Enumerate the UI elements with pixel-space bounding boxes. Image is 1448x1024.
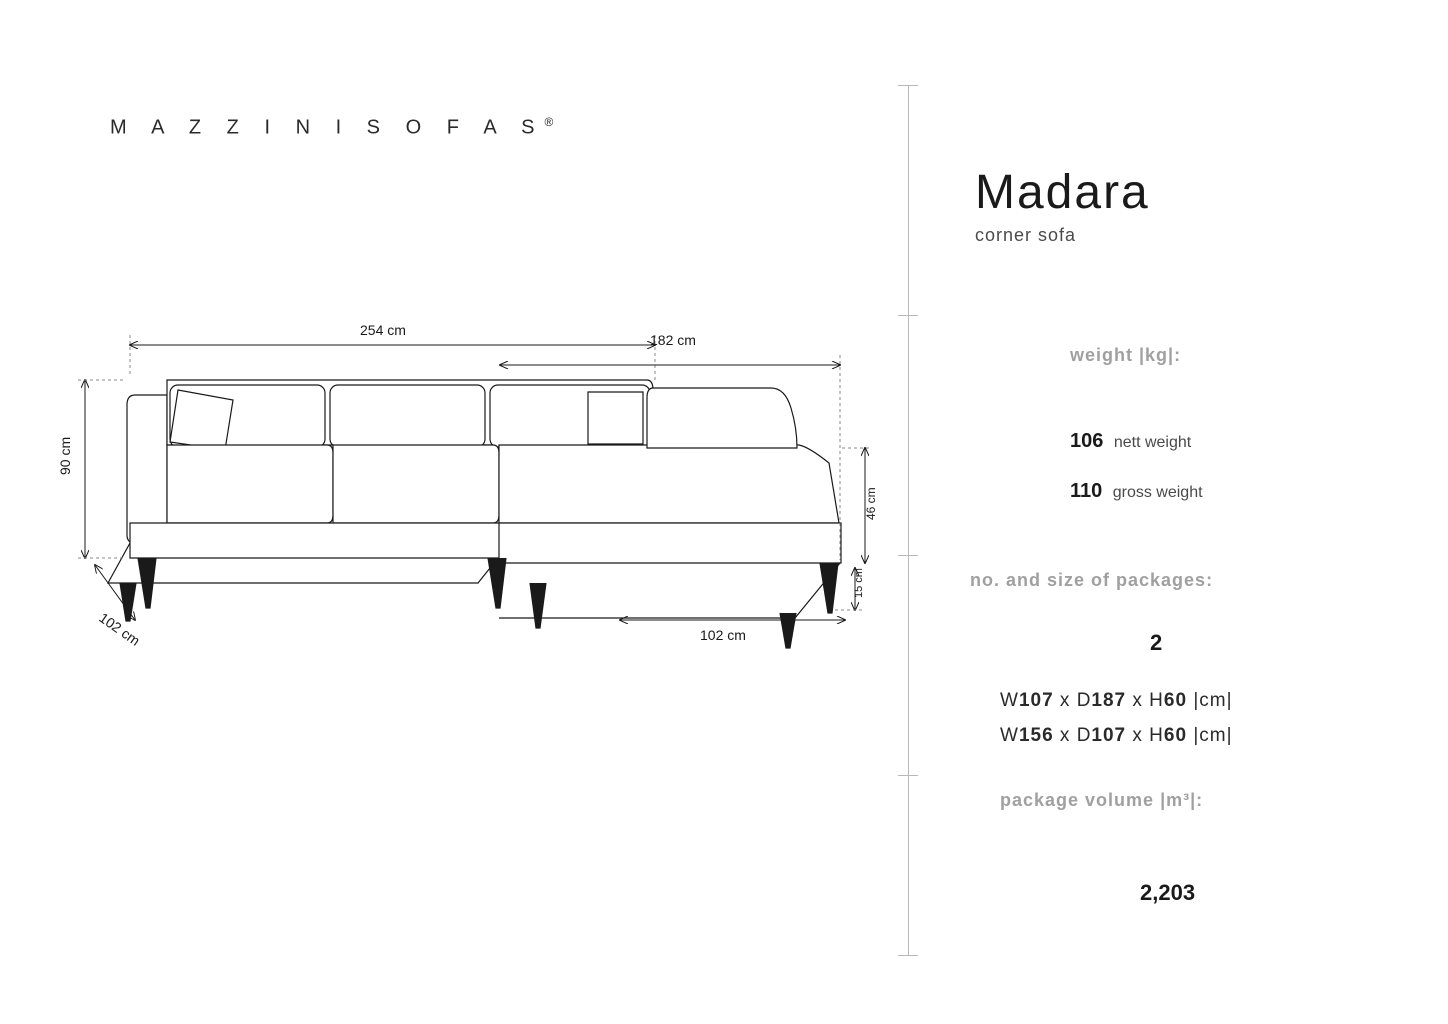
divider-tick [898,955,918,956]
product-type: corner sofa [975,225,1375,246]
pkg-d: 187 [1091,690,1126,711]
dim-chaise-width: 182 cm [650,332,696,348]
gross-weight-row: 110 gross weight [1070,480,1448,503]
registered-mark: ® [545,115,554,129]
dim-leg-height: 15 cm [853,568,865,598]
packages-section-label: no. and size of packages: [970,570,1370,591]
dim-total-width: 254 cm [360,322,406,338]
volume-section-label: package volume |m³|: [1000,790,1400,811]
dim-height: 90 cm [60,437,73,475]
pkg-d: 107 [1091,725,1126,746]
pkg-w: 107 [1019,690,1054,711]
nett-weight-value: 106 [1070,430,1103,453]
volume-value: 2,203 [1140,880,1448,906]
sofa-diagram: 254 cm 182 cm 90 cm 102 cm 102 cm 46 cm … [60,290,880,670]
divider-tick [898,315,918,316]
dim-depth: 102 cm [96,609,143,648]
nett-weight-row: 106 nett weight [1070,430,1448,453]
pkg-h: 60 [1164,725,1187,746]
divider-tick [898,775,918,776]
pkg-unit: |cm| [1193,690,1232,711]
brand-text: M A Z Z I N I S O F A S [110,117,545,139]
gross-weight-value: 110 [1070,480,1102,503]
pkg-h: 60 [1164,690,1187,711]
vertical-divider [908,85,909,955]
nett-weight-label: nett weight [1114,434,1191,452]
package-dim-row: W156 x D107 x H60 |cm| [1000,725,1400,747]
package-count: 2 [1150,630,1448,656]
divider-tick [898,85,918,86]
dim-seat-height: 46 cm [864,487,878,520]
dim-chaise-depth: 102 cm [700,627,746,643]
pkg-w: 156 [1019,725,1054,746]
product-name: Madara [975,165,1375,220]
brand-logo: M A Z Z I N I S O F A S® [110,115,553,140]
pkg-unit: |cm| [1193,725,1232,746]
divider-tick [898,555,918,556]
weight-section-label: weight |kg|: [1070,345,1448,366]
package-dim-row: W107 x D187 x H60 |cm| [1000,690,1400,712]
gross-weight-label: gross weight [1113,484,1203,502]
